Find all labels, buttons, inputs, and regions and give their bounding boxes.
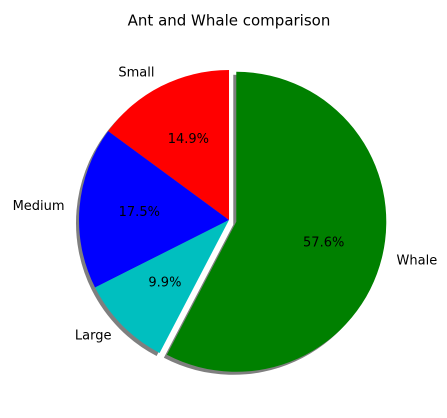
value-label: 17.5% bbox=[119, 205, 160, 220]
slice-label: Large bbox=[75, 328, 112, 343]
wedge bbox=[108, 70, 229, 220]
value-label: 57.6% bbox=[303, 236, 344, 251]
value-label: 9.9% bbox=[148, 276, 181, 291]
slice-label: Whale bbox=[397, 254, 438, 269]
value-label: 14.9% bbox=[168, 132, 209, 147]
slice-label: Medium bbox=[13, 199, 65, 214]
wedge bbox=[79, 131, 229, 288]
wedge bbox=[166, 71, 387, 372]
slice-label: Small bbox=[118, 65, 154, 80]
chart-title: Ant and Whale comparison bbox=[128, 12, 331, 30]
wedge bbox=[95, 220, 229, 353]
